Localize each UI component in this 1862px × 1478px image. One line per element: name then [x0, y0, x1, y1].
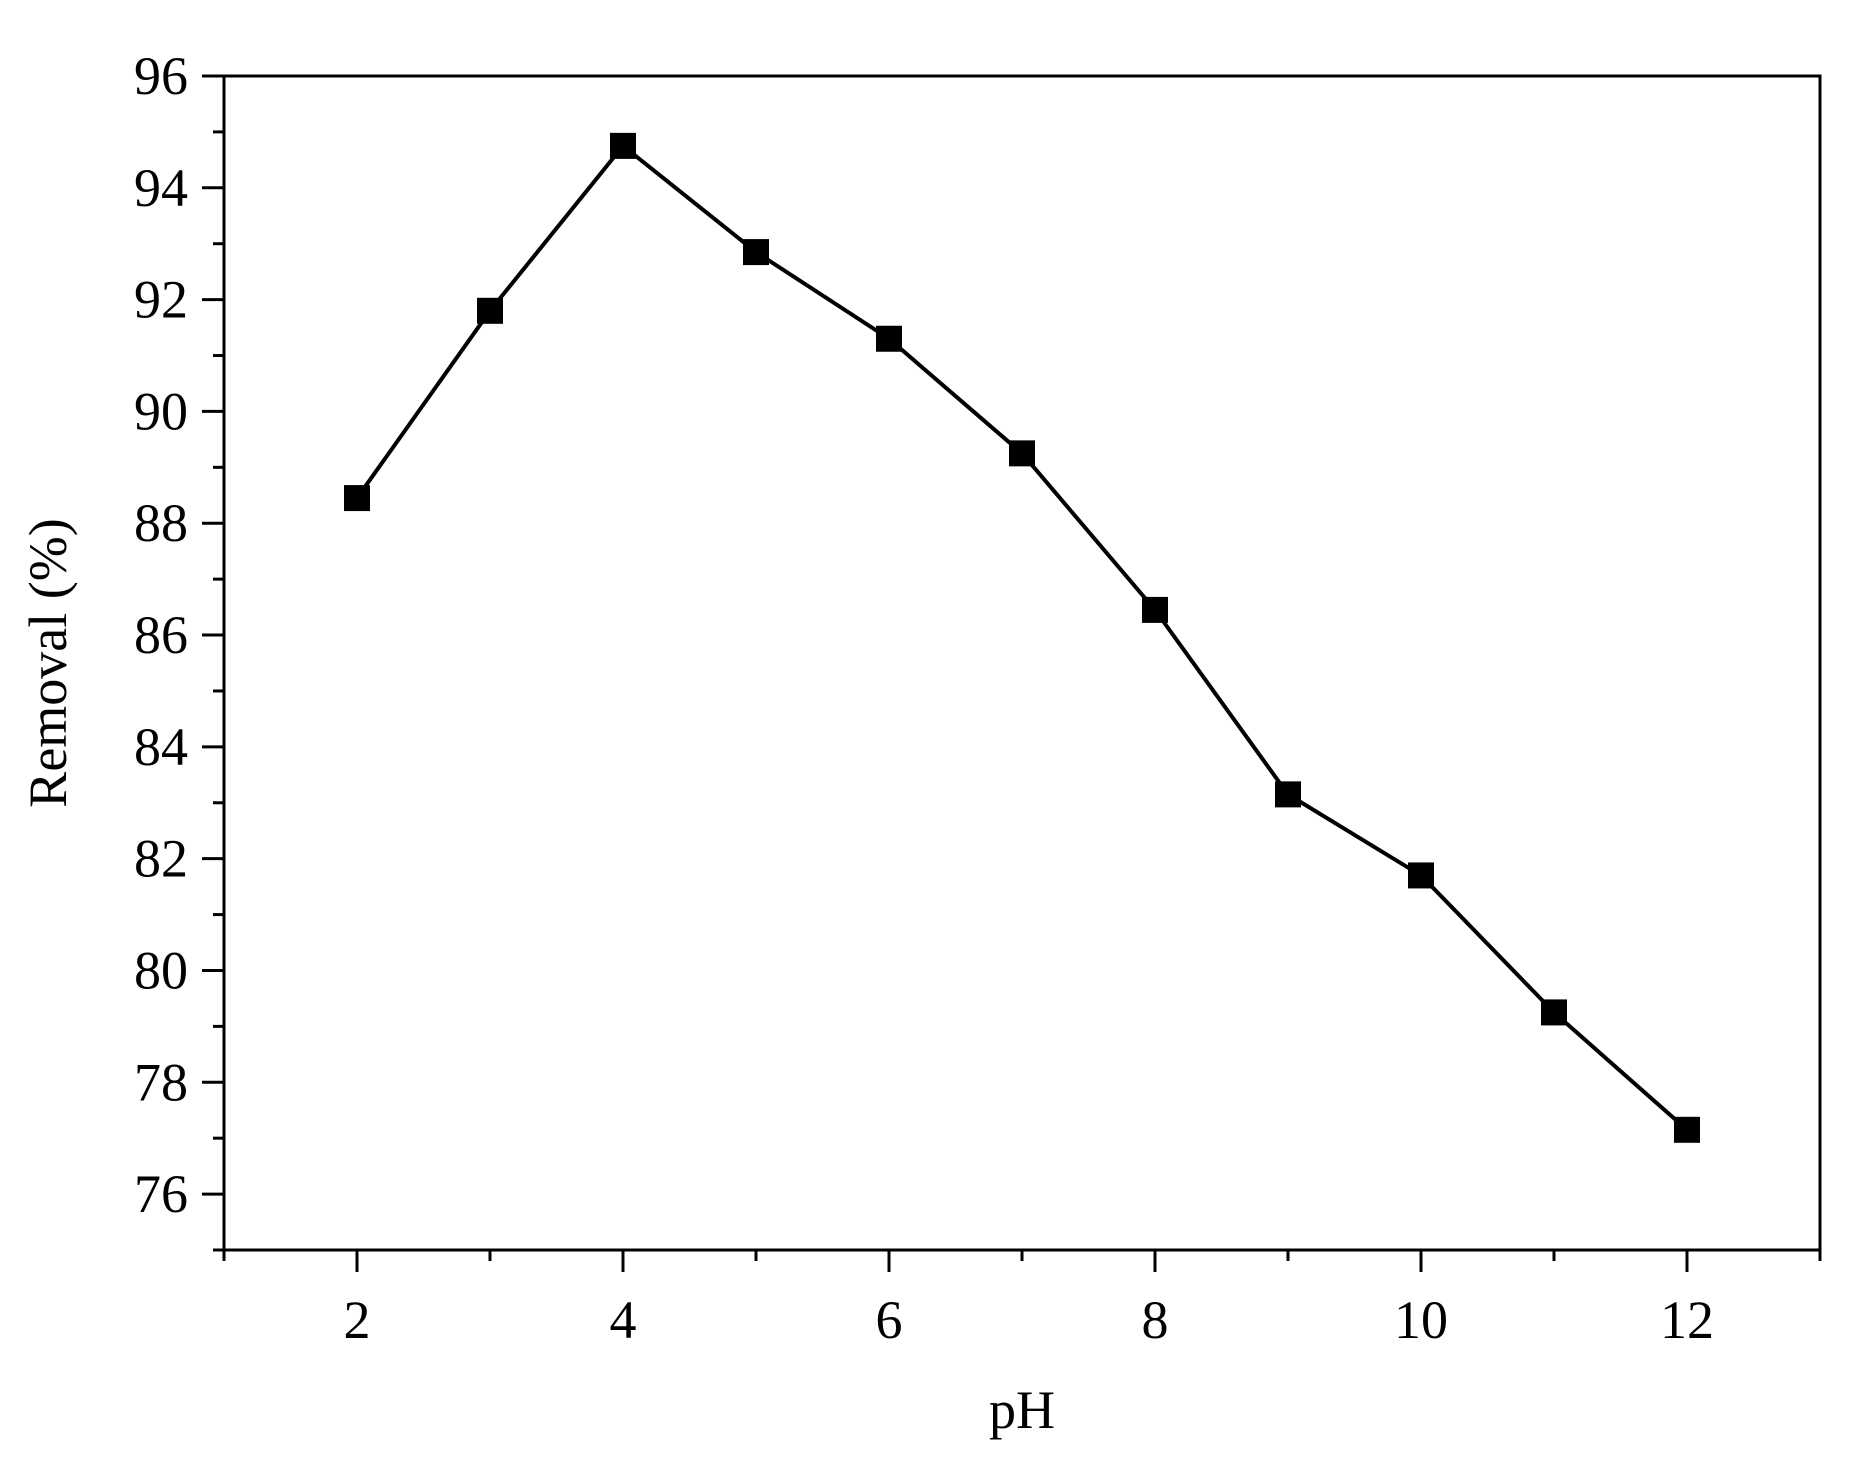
data-point — [1408, 862, 1434, 889]
plot-frame — [222, 74, 1822, 1252]
x-axis-label: pH — [989, 1380, 1055, 1440]
data-point — [1275, 781, 1301, 808]
y-tick-label: 80 — [134, 940, 188, 1000]
series-layer — [344, 132, 1700, 1143]
y-tick-label: 86 — [134, 605, 188, 665]
y-tick-label: 94 — [134, 158, 188, 218]
series-line — [355, 143, 1689, 1132]
y-tick-label: 82 — [134, 829, 188, 889]
x-tick-label: 8 — [1142, 1290, 1169, 1350]
x-tick-label: 2 — [344, 1290, 371, 1350]
data-point — [1541, 999, 1567, 1026]
x-tick-label: 6 — [876, 1290, 903, 1350]
y-axis-label: Removal (%) — [18, 518, 78, 807]
data-point — [876, 325, 902, 352]
data-point — [1009, 440, 1035, 467]
x-tick-label: 10 — [1394, 1290, 1448, 1350]
axis-ticks — [202, 74, 1822, 1272]
data-point — [1142, 596, 1168, 623]
y-tick-label: 76 — [134, 1164, 188, 1224]
y-tick-label: 88 — [134, 493, 188, 553]
y-tick-label: 90 — [134, 381, 188, 441]
y-tick-label: 92 — [134, 270, 188, 330]
tick-labels: 2 4 6 8 10 12 76 78 80 82 84 86 88 90 92 94 96 — [134, 46, 1714, 1350]
data-point — [610, 132, 636, 159]
data-point — [743, 239, 769, 266]
x-tick-label: 4 — [610, 1290, 637, 1350]
x-tick-label: 12 — [1660, 1290, 1714, 1350]
data-point — [1674, 1116, 1700, 1143]
y-tick-label: 96 — [134, 46, 188, 106]
y-tick-label: 78 — [134, 1052, 188, 1112]
data-point — [477, 297, 503, 324]
y-tick-label: 84 — [134, 717, 188, 777]
data-point — [344, 485, 370, 512]
